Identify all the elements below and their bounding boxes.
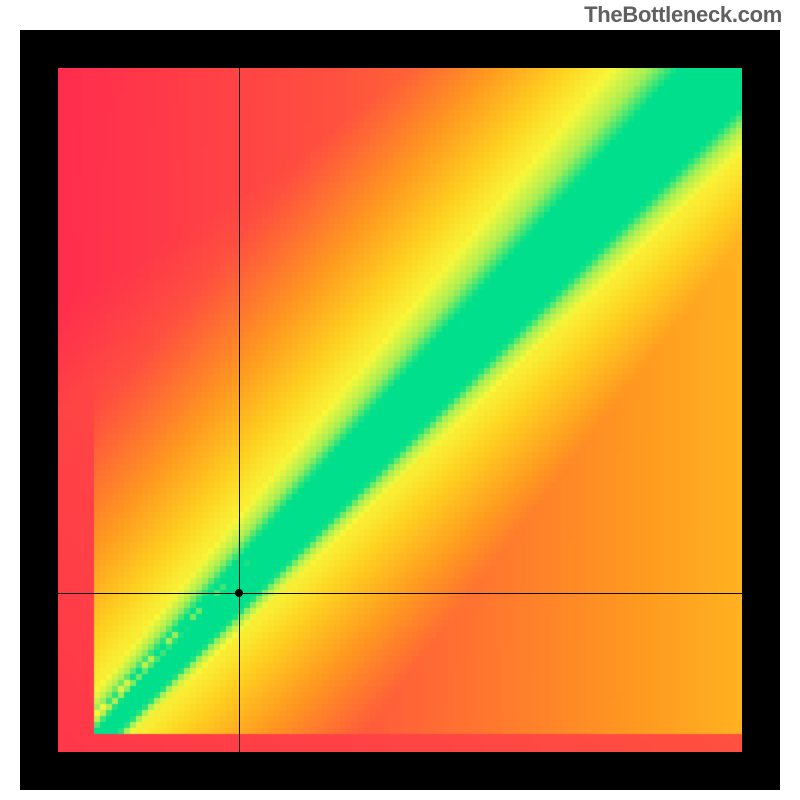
plot-frame (20, 30, 780, 790)
heatmap-canvas (58, 68, 742, 752)
site-watermark: TheBottleneck.com (0, 2, 800, 28)
plot-area (58, 68, 742, 752)
